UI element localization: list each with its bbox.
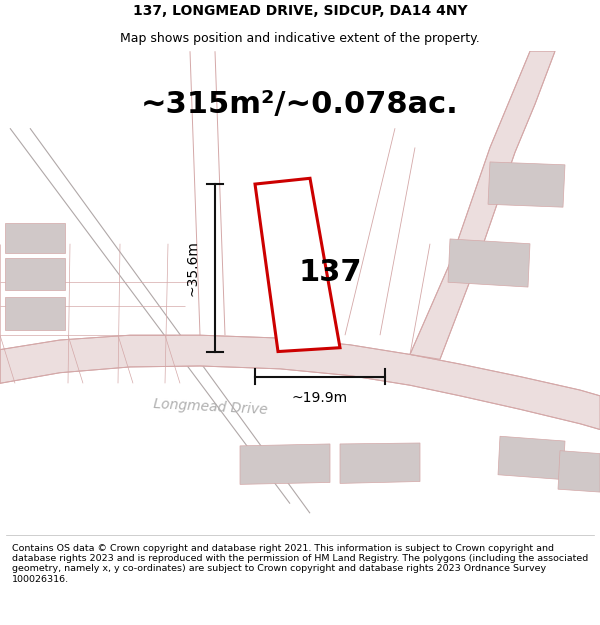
- Polygon shape: [5, 297, 65, 331]
- Text: ~315m²/~0.078ac.: ~315m²/~0.078ac.: [141, 89, 459, 119]
- Polygon shape: [5, 222, 65, 253]
- Text: Longmead Drive: Longmead Drive: [152, 398, 268, 418]
- Polygon shape: [448, 239, 530, 287]
- Polygon shape: [5, 258, 65, 290]
- Polygon shape: [255, 178, 340, 351]
- Polygon shape: [498, 436, 565, 479]
- Polygon shape: [340, 443, 420, 483]
- Text: 137, LONGMEAD DRIVE, SIDCUP, DA14 4NY: 137, LONGMEAD DRIVE, SIDCUP, DA14 4NY: [133, 4, 467, 18]
- Text: ~35.6m: ~35.6m: [186, 240, 200, 296]
- Text: Map shows position and indicative extent of the property.: Map shows position and indicative extent…: [120, 32, 480, 45]
- Polygon shape: [488, 162, 565, 207]
- Polygon shape: [410, 51, 555, 359]
- Polygon shape: [240, 444, 330, 484]
- Text: 137: 137: [298, 258, 362, 287]
- Polygon shape: [0, 335, 600, 429]
- Text: Contains OS data © Crown copyright and database right 2021. This information is : Contains OS data © Crown copyright and d…: [12, 544, 588, 584]
- Text: ~19.9m: ~19.9m: [292, 391, 348, 405]
- Polygon shape: [558, 451, 600, 492]
